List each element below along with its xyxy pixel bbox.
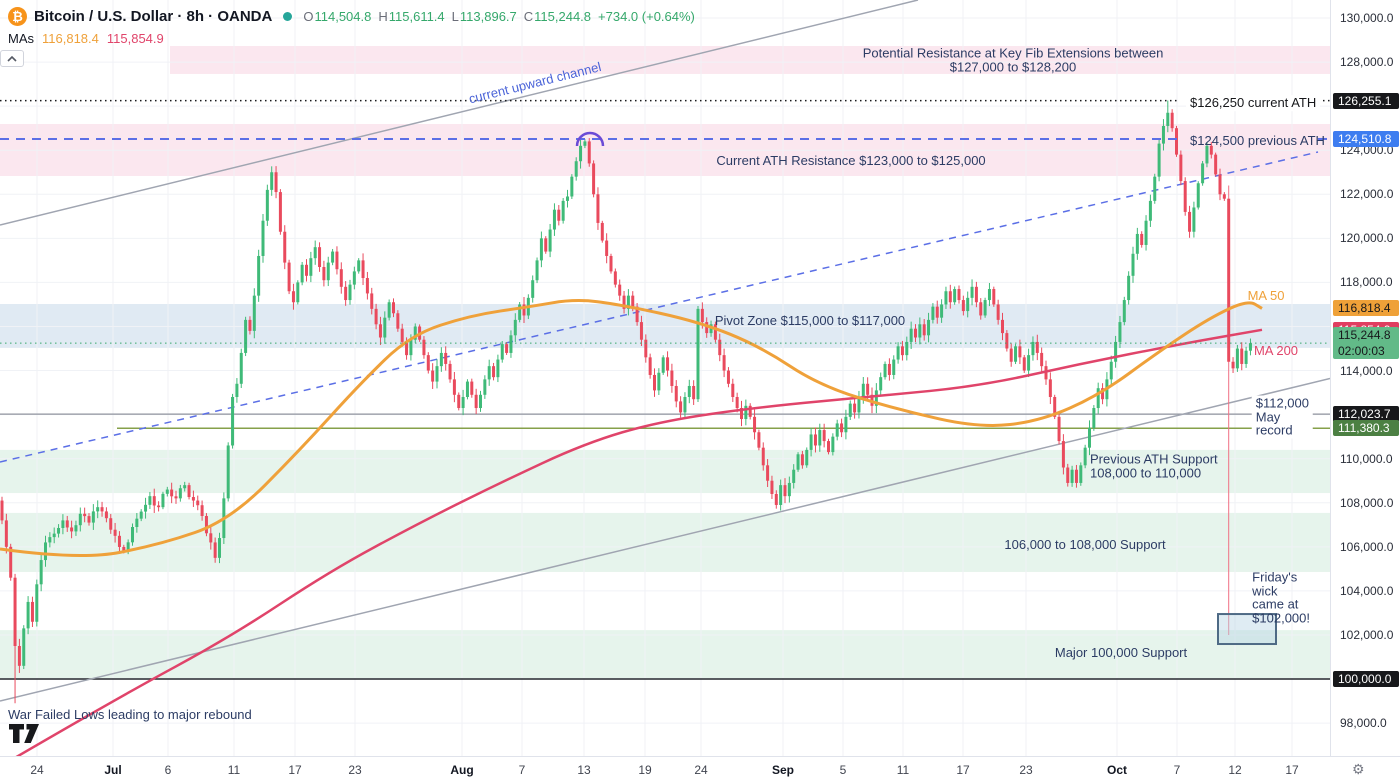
price-tick-label: 120,000.0 <box>1340 231 1394 246</box>
time-tick-label: Aug <box>450 763 474 777</box>
time-tick-label: 13 <box>577 763 591 777</box>
price-tick-label: 106,000.0 <box>1340 539 1394 554</box>
time-tick-label: Oct <box>1106 763 1128 777</box>
annotation-war-lows[interactable]: War Failed Lows leading to major rebound <box>8 707 252 723</box>
candles[interactable] <box>0 100 1252 704</box>
time-tick-label: 11 <box>227 763 241 777</box>
bitcoin-icon: ₿ <box>8 6 27 26</box>
annotation-ma50-label[interactable]: MA 50 <box>1247 288 1285 304</box>
price-tick-label: 114,000.0 <box>1340 363 1393 378</box>
time-tick-label: 17 <box>288 763 302 777</box>
annotation-current-ath[interactable]: $126,250 current ATH <box>1186 95 1321 111</box>
open-value: 114,504.8 <box>314 8 372 24</box>
annotation-ma200-label[interactable]: MA 200 <box>1253 343 1299 359</box>
ohlc-values: O114,504.8 H115,611.4 L113,896.7 C115,24… <box>303 8 695 24</box>
ath-touch-arc[interactable] <box>575 131 605 147</box>
time-tick-label: 23 <box>1019 763 1033 777</box>
zone-pivot-zone[interactable] <box>0 304 1330 348</box>
chevron-up-icon <box>7 55 17 62</box>
channel-lower[interactable] <box>0 377 1330 702</box>
annotation-fib-resistance[interactable]: Potential Resistance at Key Fib Extensio… <box>862 45 1164 74</box>
time-tick-label: 7 <box>1173 763 1181 777</box>
price-badge: 100,000.0 <box>1333 671 1399 688</box>
annotation-prev-ath-support[interactable]: Previous ATH Support 108,000 to 110,000 <box>1090 451 1218 480</box>
time-tick-label: Jul <box>104 763 122 777</box>
zone-previous-ath-support[interactable] <box>0 449 1330 494</box>
candlestick-chart[interactable] <box>0 0 1330 756</box>
time-tick-label: 6 <box>164 763 172 777</box>
time-tick-label: 12 <box>1228 763 1242 777</box>
annotation-ath-resistance[interactable]: Current ATH Resistance $123,000 to $125,… <box>716 153 986 169</box>
ma50-value: 116,818.4 <box>42 30 99 46</box>
channel-mid[interactable] <box>0 151 1319 463</box>
price-axis[interactable]: 130,000.0 128,000.0 124,000.0 122,000.0 120,… <box>1330 0 1400 756</box>
time-tick-label: 17 <box>1285 763 1299 777</box>
time-tick-label: 5 <box>839 763 847 777</box>
price-tick-label: 128,000.0 <box>1340 55 1394 70</box>
tradingview-logo[interactable] <box>8 723 40 749</box>
time-tick-label: 24 <box>30 763 44 777</box>
price-badge: 116,818.4 <box>1333 300 1399 317</box>
close-value: 115,244.8 <box>534 8 592 24</box>
annotation-support-106-108[interactable]: 106,000 to 108,000 Support <box>1004 537 1166 553</box>
ma-legend[interactable]: MAs 116,818.4 115,854.9 <box>8 28 695 48</box>
chart-pane[interactable]: ₿ Bitcoin / U.S. Dollar · 8h · OANDA O11… <box>0 0 1330 756</box>
price-tick-label: 108,000.0 <box>1340 495 1394 510</box>
annotation-previous-ath[interactable]: $124,500 previous ATH <box>1190 133 1325 149</box>
time-tick-label: 17 <box>956 763 970 777</box>
price-badge: 111,380.3 <box>1333 420 1399 437</box>
annotation-major-100k[interactable]: Major 100,000 Support <box>1054 645 1188 661</box>
price-tick-label: 104,000.0 <box>1340 583 1394 598</box>
change-value: +734.0 (+0.64%) <box>598 8 695 24</box>
tradingview-logo-icon <box>9 724 39 743</box>
high-value: 115,611.4 <box>388 8 445 24</box>
annotation-may-record[interactable]: $112,000 May record <box>1251 395 1313 439</box>
market-status-dot[interactable] <box>283 11 293 21</box>
low-value: 113,896.7 <box>459 8 517 24</box>
price-tick-label: 118,000.0 <box>1340 275 1393 290</box>
price-badge: 115,244.8 02:00:03 <box>1333 327 1399 360</box>
wick-highlight-box[interactable] <box>1217 613 1277 646</box>
symbol-title[interactable]: Bitcoin / U.S. Dollar · 8h · OANDA <box>34 7 273 25</box>
annotation-pivot-zone-label[interactable]: Pivot Zone $115,000 to $117,000 <box>714 313 906 329</box>
price-tick-label: 102,000.0 <box>1340 627 1394 642</box>
price-badge: 126,255.1 <box>1333 92 1399 109</box>
time-tick-label: 19 <box>638 763 652 777</box>
price-badge: 112,023.7 <box>1333 406 1399 423</box>
price-tick-label: 122,000.0 <box>1340 187 1394 202</box>
time-tick-label: 23 <box>348 763 362 777</box>
time-tick-label: 7 <box>518 763 526 777</box>
zone-support-106-108[interactable] <box>0 512 1330 572</box>
collapse-legend-button[interactable] <box>0 50 24 67</box>
annotation-fridays-wick[interactable]: Friday's wick came at $102,000! <box>1252 569 1311 626</box>
time-tick-label: Sep <box>771 763 795 777</box>
time-tick-label: 11 <box>896 763 910 777</box>
ma200-line[interactable] <box>14 328 1263 756</box>
chart-legend: ₿ Bitcoin / U.S. Dollar · 8h · OANDA O11… <box>8 5 695 48</box>
settings-gear-icon[interactable]: ⚙ <box>1352 761 1365 777</box>
price-badge: 124,510.8 <box>1333 130 1399 147</box>
time-tick-label: 24 <box>694 763 708 777</box>
ma50-line[interactable] <box>0 299 1263 558</box>
ma200-value: 115,854.9 <box>106 30 164 46</box>
price-tick-label: 130,000.0 <box>1340 11 1394 25</box>
time-axis[interactable]: ⚙ 24 Jul 6 11 17 23 Aug 7 13 19 24 Sep 5 11 17 23 Oct 7 12… <box>0 756 1400 780</box>
channel-upper[interactable] <box>0 0 919 226</box>
mas-label: MAs <box>8 30 34 46</box>
price-tick-label: 110,000.0 <box>1340 451 1393 466</box>
price-tick-label: 98,000.0 <box>1340 716 1387 731</box>
zone-major-100k-support[interactable] <box>0 630 1330 679</box>
zone-fib-extension-resistance[interactable] <box>170 45 1330 74</box>
